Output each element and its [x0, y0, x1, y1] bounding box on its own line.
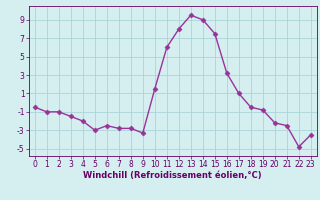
X-axis label: Windchill (Refroidissement éolien,°C): Windchill (Refroidissement éolien,°C) [84, 171, 262, 180]
